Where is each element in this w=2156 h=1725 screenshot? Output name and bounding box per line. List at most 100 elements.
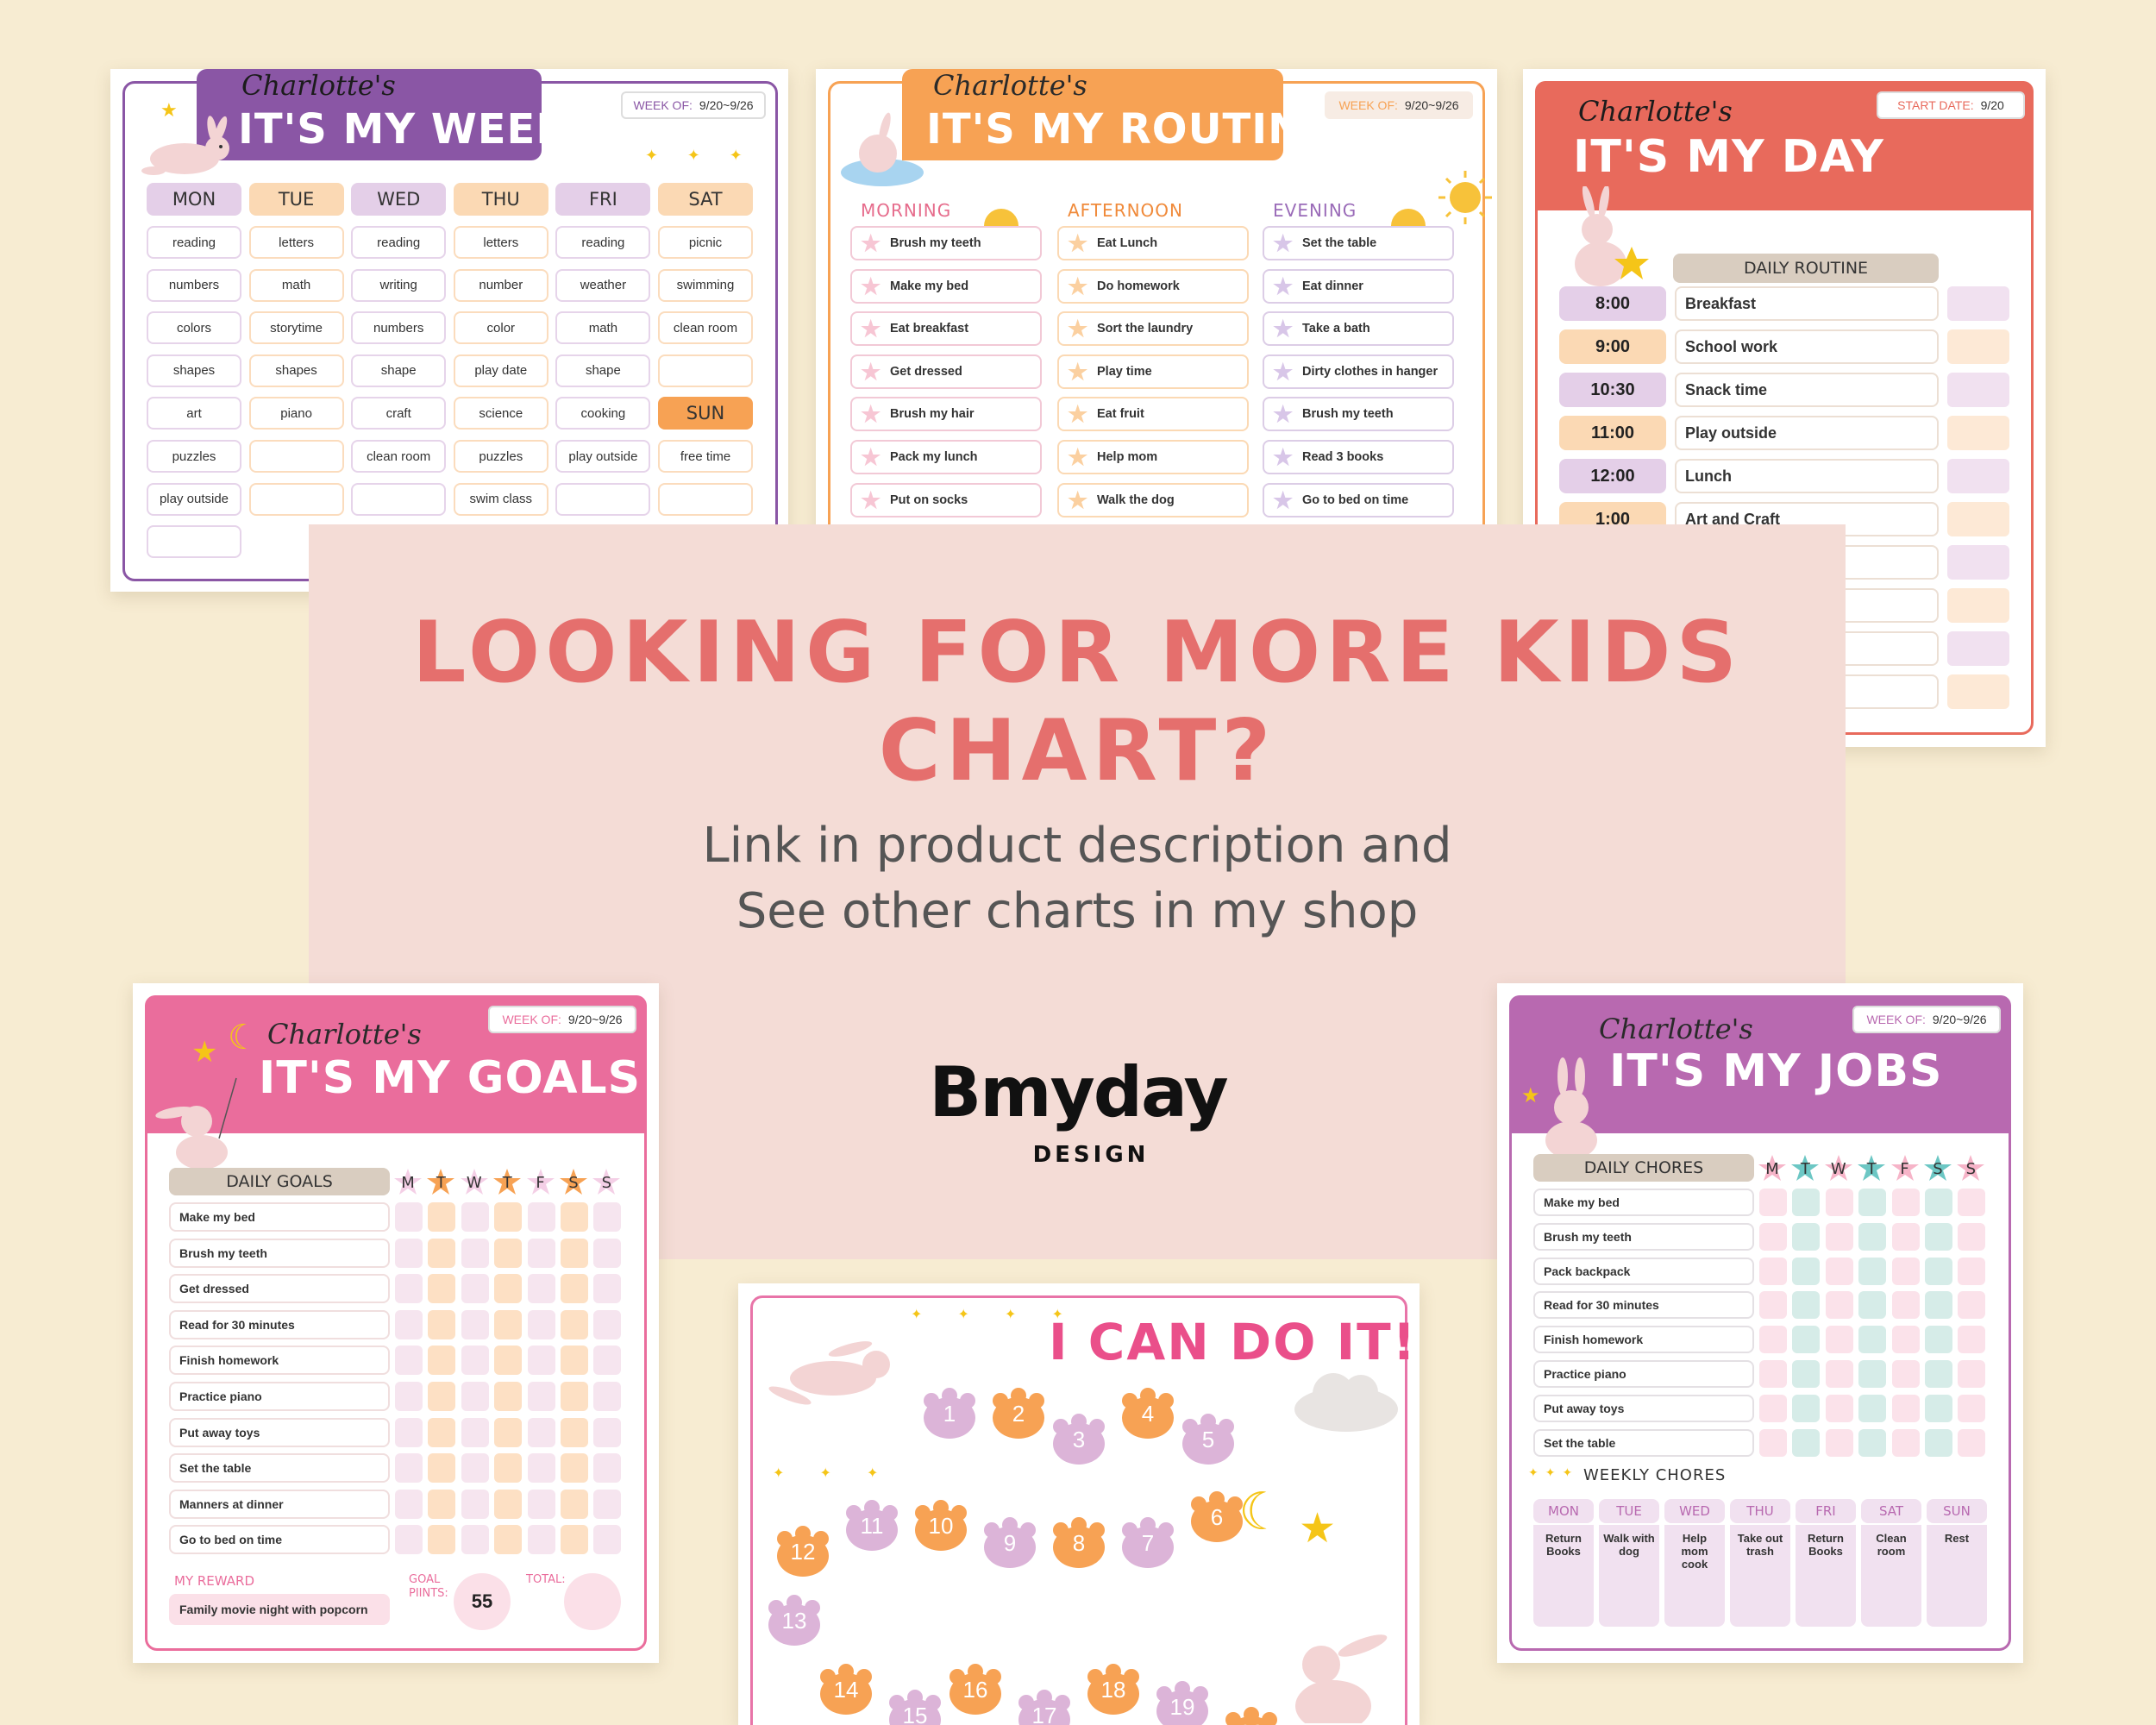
- check-box[interactable]: [428, 1274, 456, 1304]
- check-box[interactable]: [1958, 1326, 1986, 1354]
- check-box[interactable]: [1825, 1428, 1853, 1457]
- check-box[interactable]: [527, 1453, 555, 1484]
- check-box[interactable]: [395, 1453, 423, 1484]
- check-box[interactable]: [494, 1274, 523, 1304]
- week-cell[interactable]: play outside: [555, 440, 651, 473]
- check-box[interactable]: [1825, 1326, 1853, 1354]
- weekly-task[interactable]: Help mom cook: [1664, 1525, 1725, 1627]
- check-box[interactable]: [1858, 1428, 1887, 1457]
- check-box[interactable]: [561, 1489, 588, 1519]
- check-box[interactable]: [1792, 1394, 1821, 1422]
- weekly-task[interactable]: Return Books: [1533, 1525, 1594, 1627]
- check-box[interactable]: [1891, 1360, 1920, 1388]
- week-cell[interactable]: piano: [248, 397, 344, 430]
- week-cell[interactable]: science: [453, 397, 548, 430]
- check-box[interactable]: [1891, 1291, 1920, 1320]
- check-box[interactable]: [527, 1346, 555, 1376]
- check-box[interactable]: [527, 1309, 555, 1339]
- week-cell[interactable]: math: [555, 311, 651, 345]
- check-box[interactable]: [428, 1382, 456, 1411]
- check-box[interactable]: [461, 1417, 489, 1447]
- check-box[interactable]: [494, 1525, 523, 1555]
- check-box[interactable]: [1925, 1189, 1952, 1216]
- step-footprint[interactable]: 8: [1049, 1516, 1109, 1570]
- week-cell[interactable]: [147, 525, 241, 559]
- check-box[interactable]: [1792, 1326, 1821, 1354]
- morning-task[interactable]: ★ Brush my hair: [850, 397, 1042, 432]
- check-box[interactable]: [461, 1238, 489, 1268]
- step-footprint[interactable]: 15: [885, 1689, 945, 1725]
- week-cell[interactable]: numbers: [351, 311, 447, 345]
- check-box[interactable]: [1947, 329, 2009, 364]
- check-box[interactable]: [1858, 1326, 1887, 1354]
- check-box[interactable]: [527, 1202, 555, 1232]
- goal-cell[interactable]: Make my bed: [169, 1202, 390, 1232]
- check-box[interactable]: [494, 1489, 523, 1519]
- check-box[interactable]: [1958, 1394, 1986, 1422]
- week-cell[interactable]: [658, 354, 753, 387]
- evening-task[interactable]: ★ Read 3 books: [1263, 440, 1454, 474]
- evening-task[interactable]: ★ Go to bed on time: [1263, 482, 1454, 518]
- check-box[interactable]: [395, 1202, 423, 1232]
- check-box[interactable]: [1925, 1222, 1952, 1251]
- week-cell[interactable]: swimming: [658, 268, 753, 302]
- check-box[interactable]: [395, 1417, 423, 1447]
- check-box[interactable]: [395, 1382, 423, 1411]
- check-box[interactable]: [1925, 1257, 1952, 1285]
- check-box[interactable]: [428, 1202, 456, 1232]
- check-box[interactable]: [461, 1346, 489, 1376]
- check-box[interactable]: [593, 1489, 622, 1519]
- check-box[interactable]: [1891, 1189, 1920, 1216]
- check-box[interactable]: [461, 1525, 489, 1555]
- check-box[interactable]: [494, 1238, 523, 1268]
- activity-cell[interactable]: School work: [1675, 329, 1939, 364]
- check-box[interactable]: [1947, 459, 2009, 493]
- check-box[interactable]: [561, 1453, 588, 1484]
- check-box[interactable]: [593, 1309, 622, 1339]
- activity-cell[interactable]: Snack time: [1675, 373, 1939, 407]
- check-box[interactable]: [1759, 1257, 1787, 1285]
- check-box[interactable]: [1858, 1291, 1887, 1320]
- check-box[interactable]: [1947, 502, 2009, 536]
- check-box[interactable]: [494, 1382, 523, 1411]
- reward-value[interactable]: Family movie night with popcorn: [169, 1594, 390, 1625]
- morning-task[interactable]: ★ Get dressed: [850, 354, 1042, 389]
- check-box[interactable]: [1958, 1291, 1986, 1320]
- check-box[interactable]: [1958, 1222, 1986, 1251]
- check-box[interactable]: [1858, 1222, 1887, 1251]
- check-box[interactable]: [1759, 1291, 1787, 1320]
- weekly-task[interactable]: Walk with dog: [1599, 1525, 1659, 1627]
- check-box[interactable]: [527, 1382, 555, 1411]
- check-box[interactable]: [1925, 1360, 1952, 1388]
- week-cell[interactable]: shapes: [147, 354, 241, 387]
- check-box[interactable]: [395, 1274, 423, 1304]
- check-box[interactable]: [1947, 416, 2009, 450]
- week-cell[interactable]: [555, 482, 651, 516]
- week-cell[interactable]: play outside: [147, 482, 241, 516]
- evening-task[interactable]: ★ Brush my teeth: [1263, 397, 1454, 432]
- check-box[interactable]: [1947, 373, 2009, 407]
- weekly-task[interactable]: Return Books: [1796, 1525, 1856, 1627]
- step-footprint[interactable]: 2: [988, 1387, 1049, 1440]
- step-footprint[interactable]: 3: [1049, 1413, 1109, 1466]
- week-cell[interactable]: letters: [453, 226, 548, 259]
- check-box[interactable]: [527, 1417, 555, 1447]
- check-box[interactable]: [1858, 1360, 1887, 1388]
- check-box[interactable]: [1825, 1291, 1853, 1320]
- total-circle[interactable]: [564, 1573, 621, 1630]
- goal-cell[interactable]: Go to bed on time: [169, 1525, 390, 1555]
- check-box[interactable]: [1858, 1394, 1887, 1422]
- check-box[interactable]: [1825, 1257, 1853, 1285]
- check-box[interactable]: [593, 1346, 622, 1376]
- goal-cell[interactable]: Manners at dinner: [169, 1489, 390, 1519]
- check-box[interactable]: [1792, 1222, 1821, 1251]
- week-cell[interactable]: art: [147, 397, 241, 430]
- check-box[interactable]: [1759, 1428, 1787, 1457]
- weekly-task[interactable]: Clean room: [1861, 1525, 1921, 1627]
- step-footprint[interactable]: 20: [1221, 1706, 1282, 1725]
- check-box[interactable]: [494, 1453, 523, 1484]
- check-box[interactable]: [1958, 1360, 1986, 1388]
- week-cell[interactable]: [248, 482, 344, 516]
- step-footprint[interactable]: 17: [1014, 1689, 1075, 1725]
- activity-cell[interactable]: Breakfast: [1675, 286, 1939, 321]
